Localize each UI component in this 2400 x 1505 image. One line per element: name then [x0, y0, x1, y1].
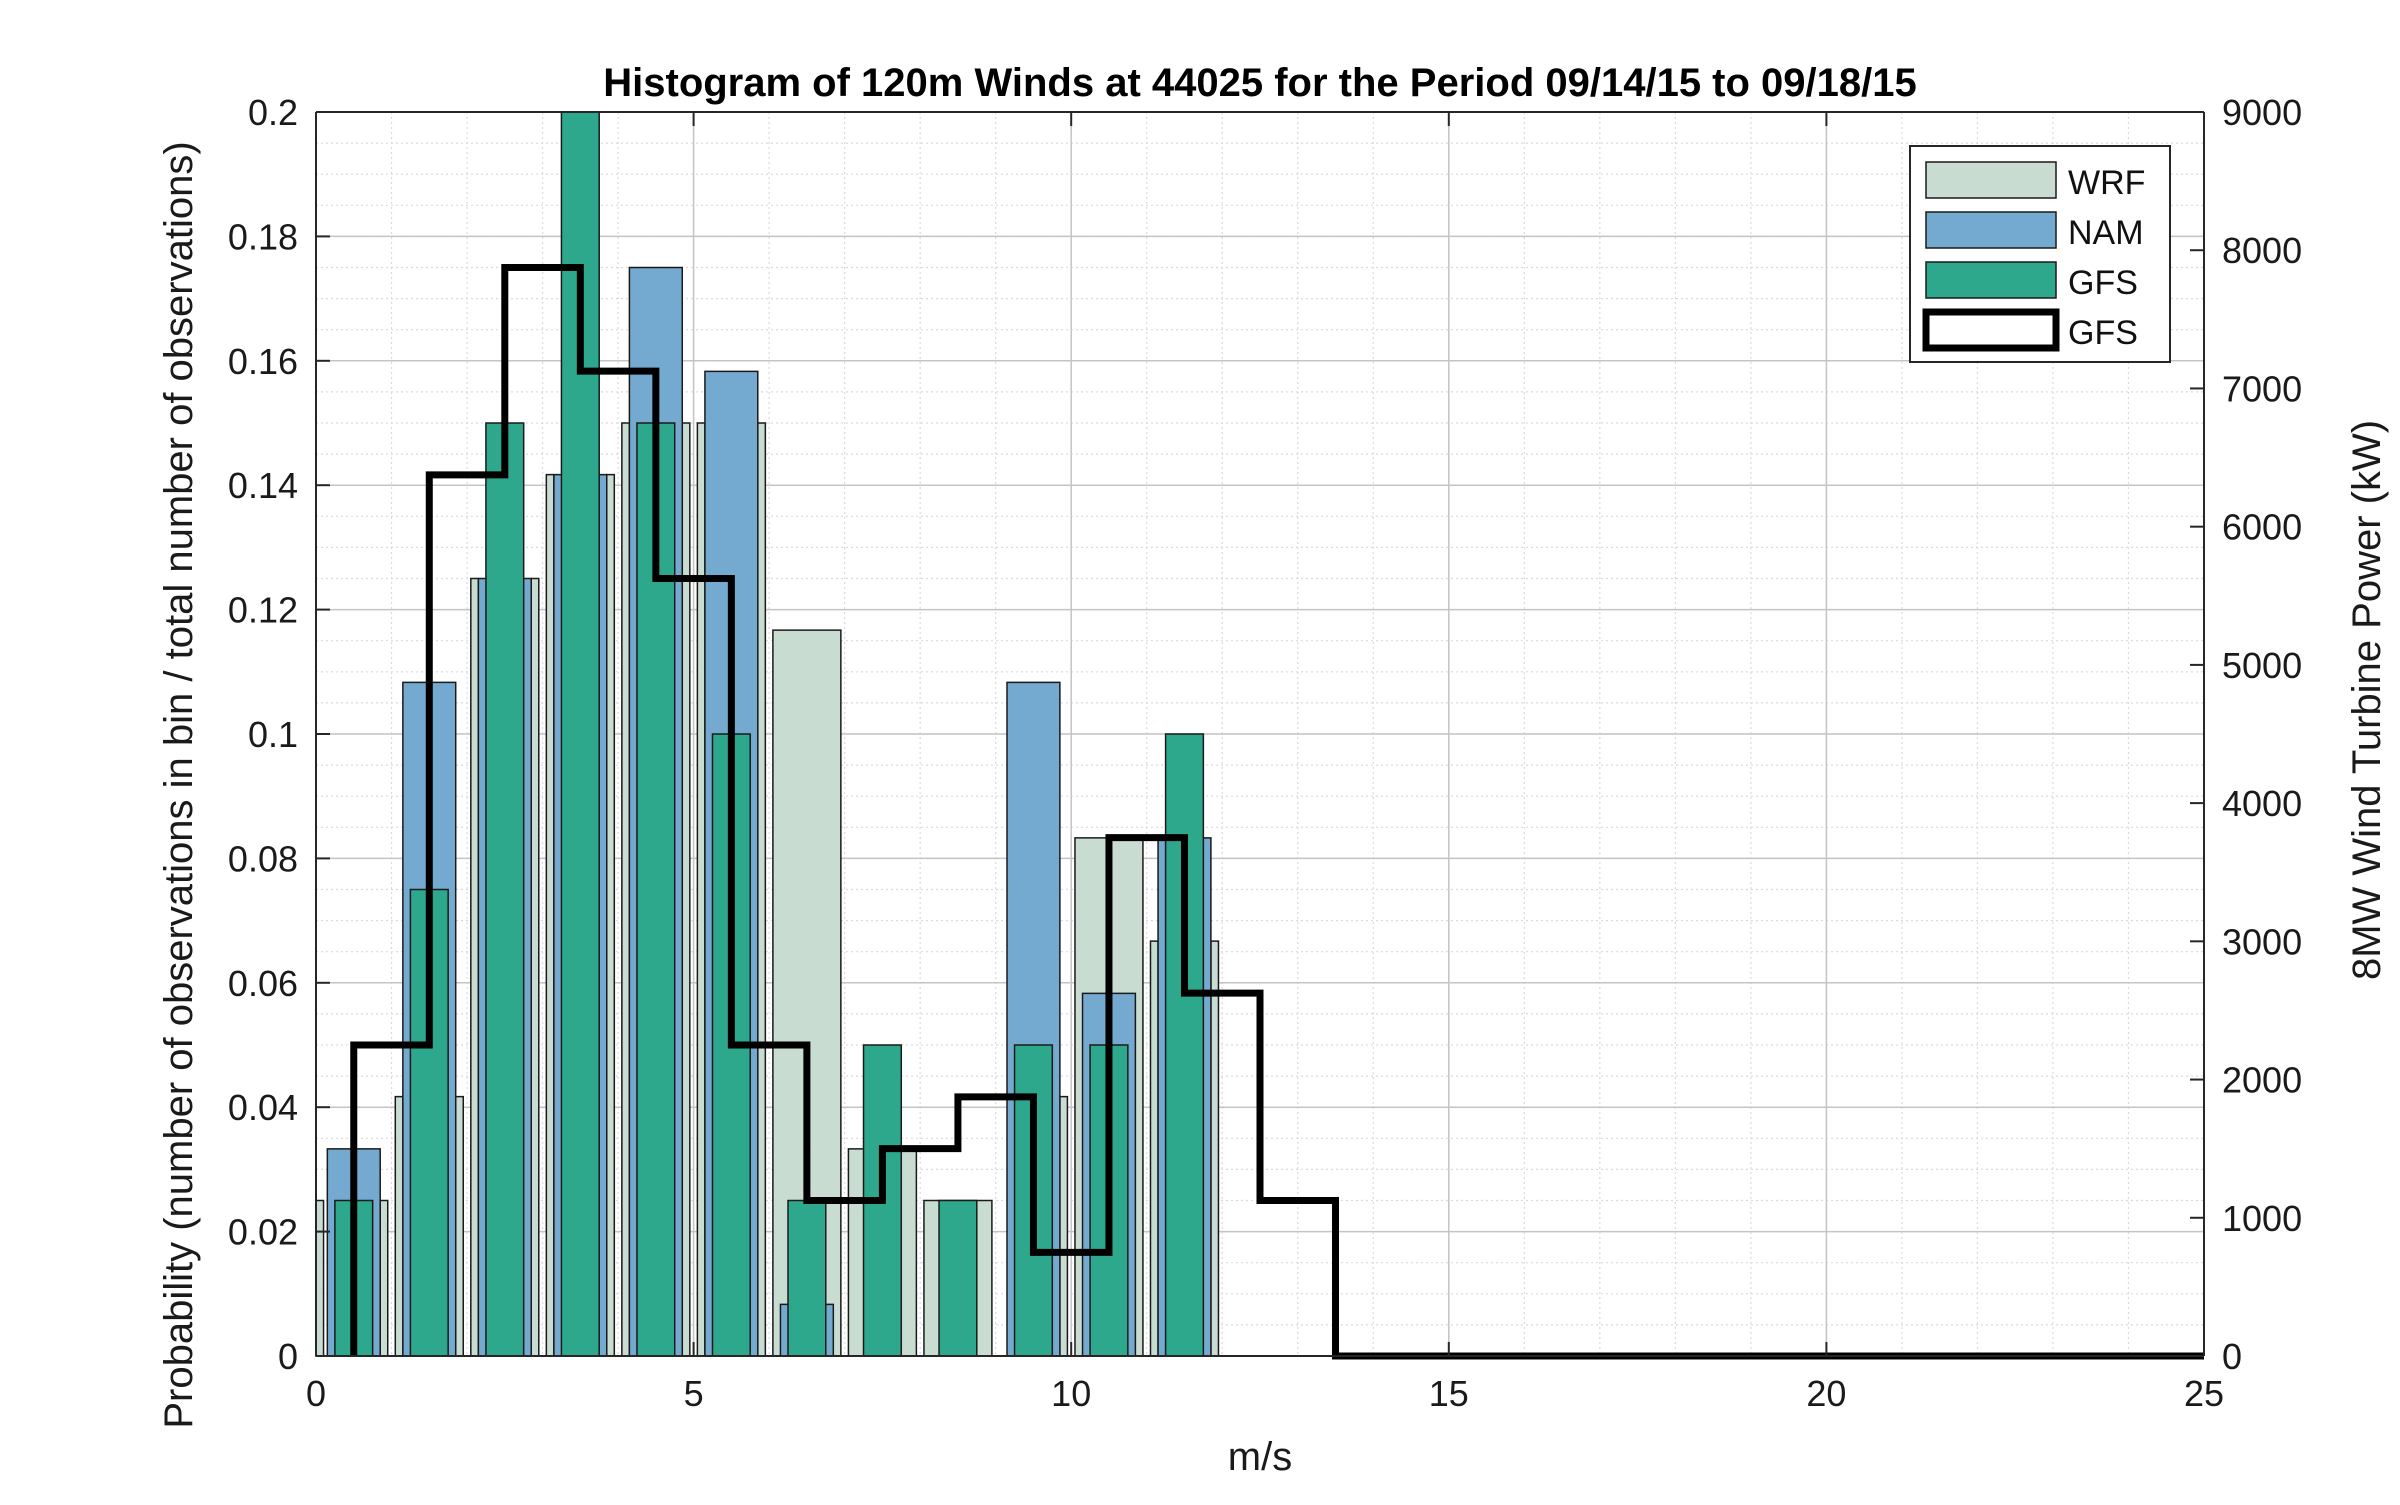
wrf-bar [379, 1199, 389, 1357]
right-y-tick-label: 8000 [2222, 230, 2302, 271]
gfs-bar [1164, 733, 1205, 1357]
right-y-tick-label: 5000 [2222, 645, 2302, 686]
wrf-bar [394, 1095, 404, 1357]
gfs-bar [938, 1199, 978, 1357]
wrf-bar [545, 473, 555, 1357]
wrf-bar [696, 422, 706, 1357]
legend-swatch-gfs [1925, 261, 2057, 299]
legend-label-gfs: GFS [2068, 264, 2138, 302]
right-y-tick-label: 4000 [2222, 783, 2302, 824]
left-y-tick-label: 0.06 [228, 963, 298, 1004]
wrf-bar [681, 422, 691, 1357]
legend-label-nam: NAM [2068, 214, 2144, 252]
gfs-power-step-line [350, 264, 2204, 1360]
x-tick-label: 0 [306, 1373, 326, 1414]
chart-title: Histogram of 120m Winds at 44025 for the… [603, 61, 1917, 105]
gfs-bar [485, 422, 525, 1357]
ticks-layer: 0 5 10 15 20 2500.020.040.060.080.10.120.140.… [228, 92, 2302, 1414]
left-y-tick-label: 0.2 [248, 92, 298, 133]
x-tick-label: 15 [1429, 1373, 1469, 1414]
right-y-tick-label: 9000 [2222, 92, 2302, 133]
legend: WRF NAM GFS GFS [1909, 145, 2171, 363]
x-tick-label: 20 [1806, 1373, 1846, 1414]
wrf-bar [621, 422, 631, 1357]
left-y-tick-label: 0.18 [228, 216, 298, 257]
wrf-bar [315, 1199, 325, 1357]
x-axis-label: m/s [1228, 1435, 1292, 1479]
left-y-tick-label: 0.02 [228, 1212, 298, 1253]
x-tick-label: 10 [1051, 1373, 1091, 1414]
wrf-bar [606, 473, 616, 1357]
wrf-bar [470, 577, 480, 1357]
wrf-bar [1210, 940, 1220, 1357]
right-y-tick-label: 6000 [2222, 507, 2302, 548]
right-y-tick-label: 2000 [2222, 1060, 2302, 1101]
right-y-tick-label: 1000 [2222, 1198, 2302, 1239]
legend-swatch-nam [1925, 211, 2057, 249]
x-tick-label: 5 [684, 1373, 704, 1414]
right-axis-label: 8MW Wind Turbine Power (kW) [2345, 420, 2389, 980]
wrf-bar [454, 1095, 465, 1357]
right-y-tick-label: 7000 [2222, 368, 2302, 409]
left-y-tick-label: 0.12 [228, 590, 298, 631]
x-tick-label: 25 [2184, 1373, 2224, 1414]
left-axis-label: Probability (number of observations in b… [157, 141, 201, 1428]
left-y-tick-label: 0.04 [228, 1087, 298, 1128]
gfs-bar [787, 1199, 827, 1357]
wrf-bar [1149, 940, 1159, 1357]
right-y-tick-label: 0 [2222, 1336, 2242, 1377]
step-layer [350, 264, 2204, 1360]
left-y-tick-label: 0 [278, 1336, 298, 1377]
left-y-tick-label: 0.08 [228, 838, 298, 879]
wrf-bar [1059, 1095, 1069, 1357]
left-y-tick-label: 0.16 [228, 341, 298, 382]
bars-layer [315, 111, 1220, 1357]
legend-swatch-wrf [1925, 161, 2057, 199]
wrf-bar [530, 577, 540, 1357]
wrf-bar [757, 422, 767, 1357]
left-y-tick-label: 0.14 [228, 465, 298, 506]
legend-label-gfs-power: GFS [2068, 314, 2138, 352]
right-y-tick-label: 3000 [2222, 921, 2302, 962]
legend-swatch-gfs-power [1922, 308, 2060, 352]
legend-label-wrf: WRF [2068, 164, 2145, 202]
left-y-tick-label: 0.1 [248, 714, 298, 755]
